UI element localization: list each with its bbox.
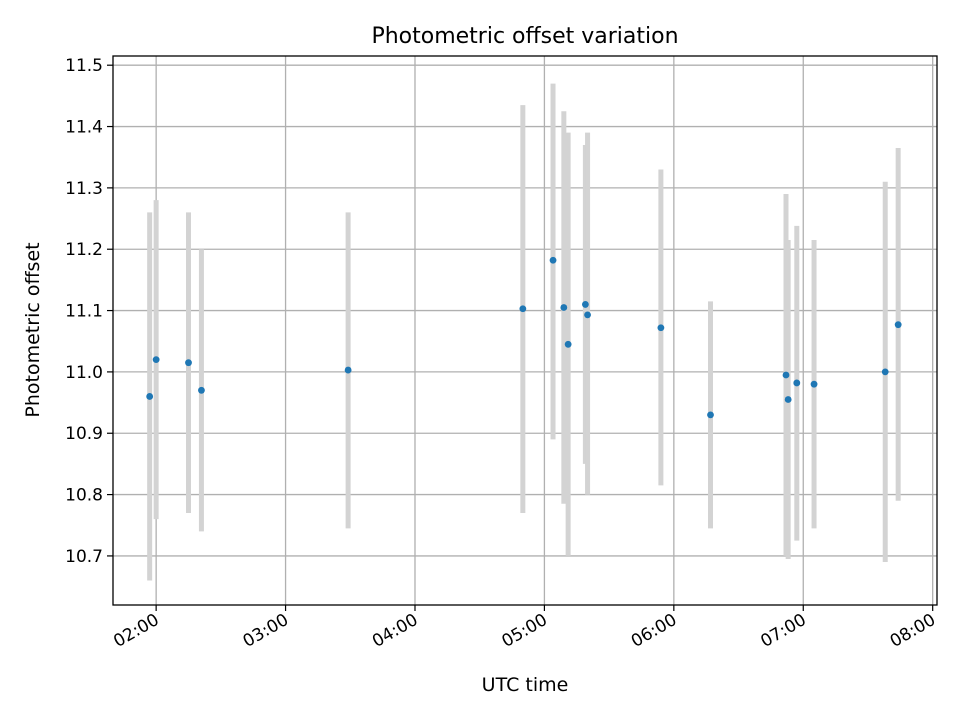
data-point <box>185 359 192 367</box>
data-point <box>198 386 205 394</box>
y-tick-label: 11.2 <box>65 240 103 260</box>
y-tick-label: 11.1 <box>65 302 103 322</box>
data-point <box>793 379 801 387</box>
y-tick-label: 10.9 <box>65 424 103 444</box>
data-point <box>152 356 160 364</box>
data-points <box>146 256 902 419</box>
chart-title: Photometric offset variation <box>371 24 678 49</box>
data-point <box>707 411 714 419</box>
y-axis-label: Photometric offset <box>22 242 44 417</box>
x-axis-label: UTC time <box>482 674 569 696</box>
data-point <box>881 368 889 376</box>
data-point <box>344 366 352 374</box>
y-tick-label: 10.8 <box>65 486 103 506</box>
y-tick-label: 11.5 <box>65 56 103 76</box>
y-tick-label: 10.7 <box>65 547 103 567</box>
y-tick-label: 11.0 <box>65 363 103 383</box>
data-point <box>784 396 792 403</box>
data-point <box>519 305 527 313</box>
data-point <box>564 340 572 348</box>
data-point <box>584 311 591 319</box>
data-point <box>810 380 818 388</box>
data-point <box>581 301 589 308</box>
data-point <box>657 324 665 332</box>
data-point <box>894 321 902 329</box>
plot-frame <box>112 55 938 606</box>
data-point <box>782 371 790 379</box>
data-point <box>146 393 154 400</box>
y-tick-label: 11.3 <box>65 179 103 199</box>
y-tick-label: 11.4 <box>65 118 103 138</box>
data-point <box>549 256 557 264</box>
data-point <box>560 304 568 311</box>
